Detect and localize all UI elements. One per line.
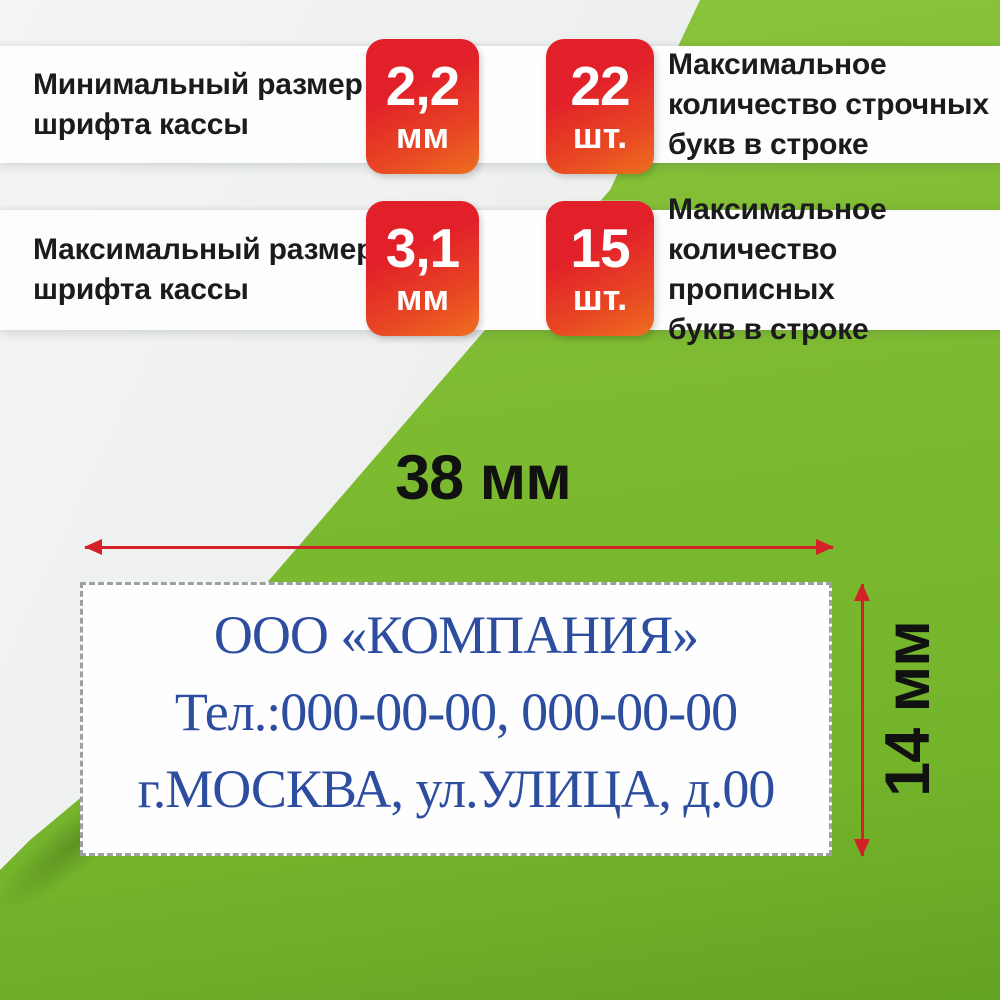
height-arrow-icon (854, 583, 870, 857)
spec-label-line: количество прописных (668, 233, 838, 306)
stamp-address-line: г.МОСКВА, ул.УЛИЦА, д.00 (137, 759, 776, 819)
badge-max-font-size: 3,1 мм (366, 201, 479, 336)
spec-label-line: Максимальный размер (33, 233, 375, 266)
spec-band-top (0, 46, 1000, 163)
width-arrow-icon (84, 539, 834, 555)
spec-label-line: Максимальное (668, 193, 887, 226)
height-dimension-label: 14 мм (873, 621, 943, 797)
width-dimension-label: 38 мм (395, 443, 572, 513)
stamp-imprint-preview: ООО «КОМПАНИЯ» Тел.:000-00-00, 000-00-00… (80, 582, 832, 856)
badge-unit: мм (395, 114, 450, 156)
spec-label-min-font-size: Минимальный размер шрифта кассы (33, 46, 363, 163)
spec-label-line: букв в строке (668, 127, 869, 161)
spec-label-max-lowercase: Максимальное количество строчных букв в … (668, 42, 989, 167)
stamp-phone-line: Тел.:000-00-00, 000-00-00 (174, 682, 738, 742)
spec-label-line: количество строчных (668, 87, 989, 121)
badge-max-lowercase-count: 22 шт. (546, 39, 654, 174)
badge-max-uppercase-count: 15 шт. (546, 201, 654, 336)
badge-unit: шт. (572, 114, 628, 156)
spec-label-line: шрифта кассы (33, 273, 249, 306)
stamp-company-line: ООО «КОМПАНИЯ» (213, 605, 699, 665)
badge-value: 2,2 (385, 54, 460, 117)
badge-value: 3,1 (385, 216, 460, 279)
spec-label-line: букв в строке (668, 313, 869, 346)
badge-unit: шт. (572, 276, 628, 318)
badge-value: 22 (570, 54, 630, 117)
badge-min-font-size: 2,2 мм (366, 39, 479, 174)
spec-label-line: Максимальное (668, 47, 887, 81)
spec-label-line: Минимальный размер (33, 67, 363, 101)
spec-label-max-font-size: Максимальный размер шрифта кассы (33, 210, 374, 330)
badge-unit: мм (395, 276, 450, 318)
badge-value: 15 (570, 216, 630, 279)
spec-label-line: шрифта кассы (33, 107, 249, 141)
spec-label-max-uppercase: Максимальное количество прописных букв в… (668, 193, 1000, 346)
spec-band-bottom (0, 210, 1000, 330)
